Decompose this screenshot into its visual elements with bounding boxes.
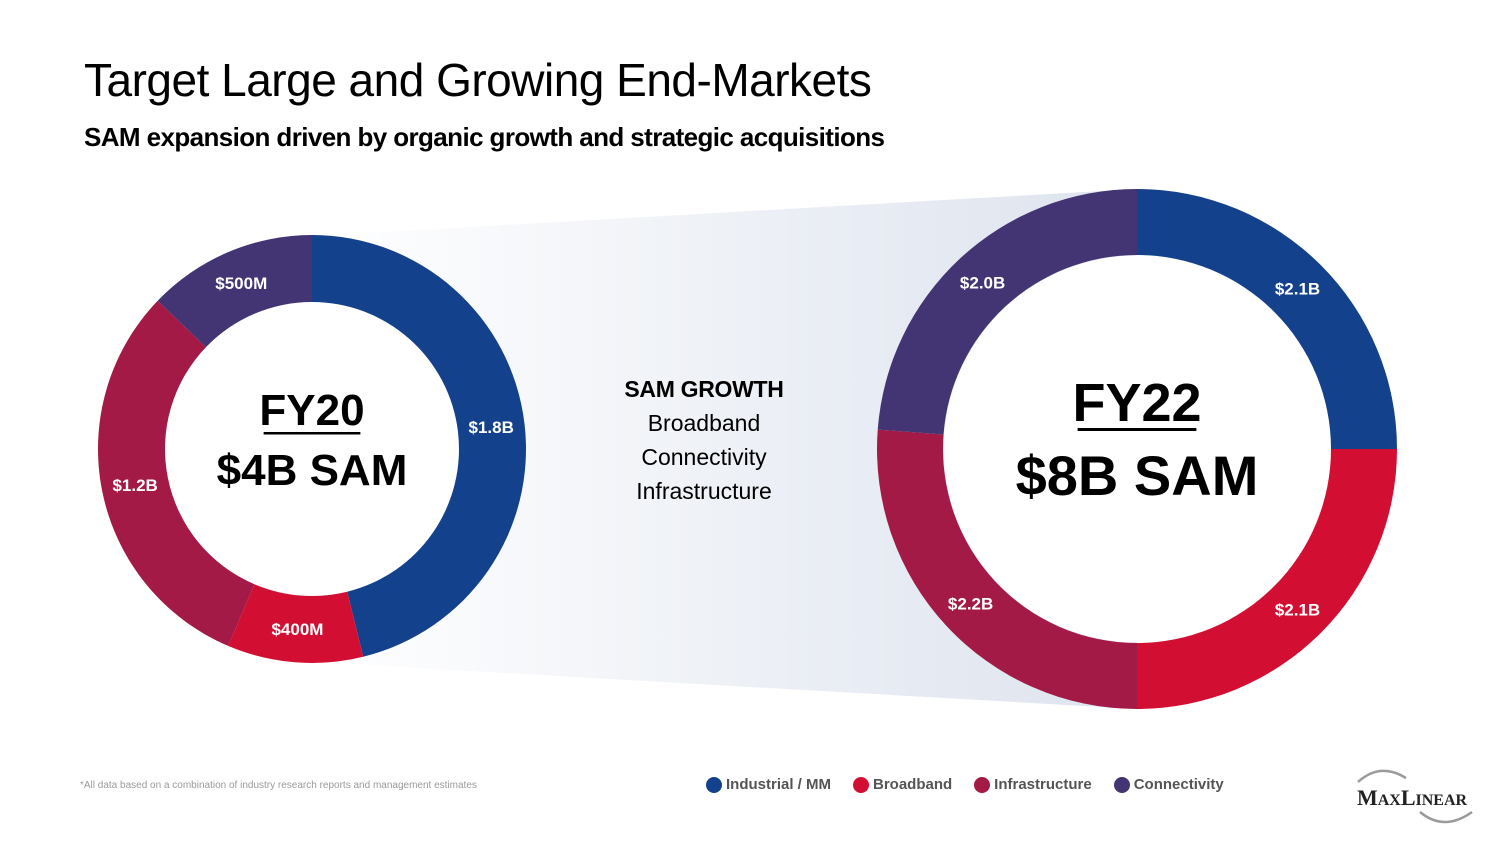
- svg-text:MAXLINEAR: MAXLINEAR: [1357, 785, 1468, 810]
- legend-label: Infrastructure: [994, 776, 1092, 793]
- legend-dot-broadband: [853, 776, 869, 793]
- donut-year-label: FY22: [1072, 373, 1201, 433]
- data-label-infrastructure: $1.2B: [112, 476, 157, 495]
- donut-segment-connectivity: [157, 235, 312, 348]
- slide-subtitle: SAM expansion driven by organic growth a…: [84, 122, 885, 152]
- donut-sam-label: $8B SAM: [1016, 444, 1259, 507]
- maxlinear-logo: MAXLINEAR: [1357, 769, 1473, 824]
- donut-segment-infrastructure: [97, 300, 255, 646]
- sam-growth-heading: SAM GROWTH: [624, 376, 784, 402]
- donut-hole: [165, 302, 459, 596]
- legend-dot-connectivity: [1113, 776, 1130, 793]
- donut-sam-label: $4B SAM: [217, 446, 408, 495]
- data-label-connectivity: $500M: [215, 274, 267, 293]
- data-label-broadband: $400M: [271, 620, 323, 639]
- legend-item-infrastructure: Infrastructure: [974, 776, 1092, 793]
- donut-year-label: FY20: [259, 386, 364, 435]
- year-underline: [263, 432, 361, 435]
- sam-growth-box: SAM GROWTH Broadband Connectivity Infras…: [578, 372, 830, 508]
- data-label-infrastructure: $2.2B: [948, 594, 993, 613]
- legend-label: Industrial / MM: [726, 776, 831, 793]
- slide-title: Target Large and Growing End-Markets: [84, 54, 872, 106]
- data-label-industrial: $2.1B: [1275, 279, 1320, 298]
- legend-dot-industrial: [706, 776, 722, 793]
- donut-fy22: $2.1B $2.1B $2.2B $2.0B FY22 $8B SAM: [877, 188, 1397, 709]
- chart-legend: Industrial / MM Broadband Infrastructure…: [706, 776, 1224, 793]
- data-label-connectivity: $2.0B: [960, 274, 1005, 293]
- legend-item-broadband: Broadband: [853, 776, 952, 793]
- data-label-industrial: $1.8B: [468, 418, 513, 437]
- donut-segment-industrial: [1137, 189, 1397, 449]
- legend-label: Broadband: [873, 776, 953, 793]
- sam-growth-item: Infrastructure: [636, 478, 772, 504]
- legend-item-industrial: Industrial / MM: [706, 776, 831, 793]
- donut-segment-broadband: [228, 584, 364, 663]
- year-underline: [1077, 428, 1197, 431]
- donut-segment-broadband: [1137, 449, 1397, 709]
- donut-fy20: $1.8B $400M $1.2B $500M FY20 $4B SAM: [97, 235, 526, 663]
- data-label-broadband: $2.1B: [1275, 601, 1320, 620]
- legend-dot-infrastructure: [974, 776, 991, 793]
- sam-growth-item: Broadband: [647, 410, 761, 436]
- legend-item-connectivity: Connectivity: [1113, 776, 1224, 793]
- donut-segment-infrastructure: [877, 429, 1137, 709]
- donut-hole: [943, 255, 1331, 643]
- donut-segment-connectivity: [877, 188, 1137, 435]
- donut-segment-industrial: [312, 235, 526, 657]
- footnote: *All data based on a combination of indu…: [80, 780, 477, 791]
- sam-growth-item: Connectivity: [641, 444, 767, 470]
- legend-label: Connectivity: [1133, 776, 1224, 793]
